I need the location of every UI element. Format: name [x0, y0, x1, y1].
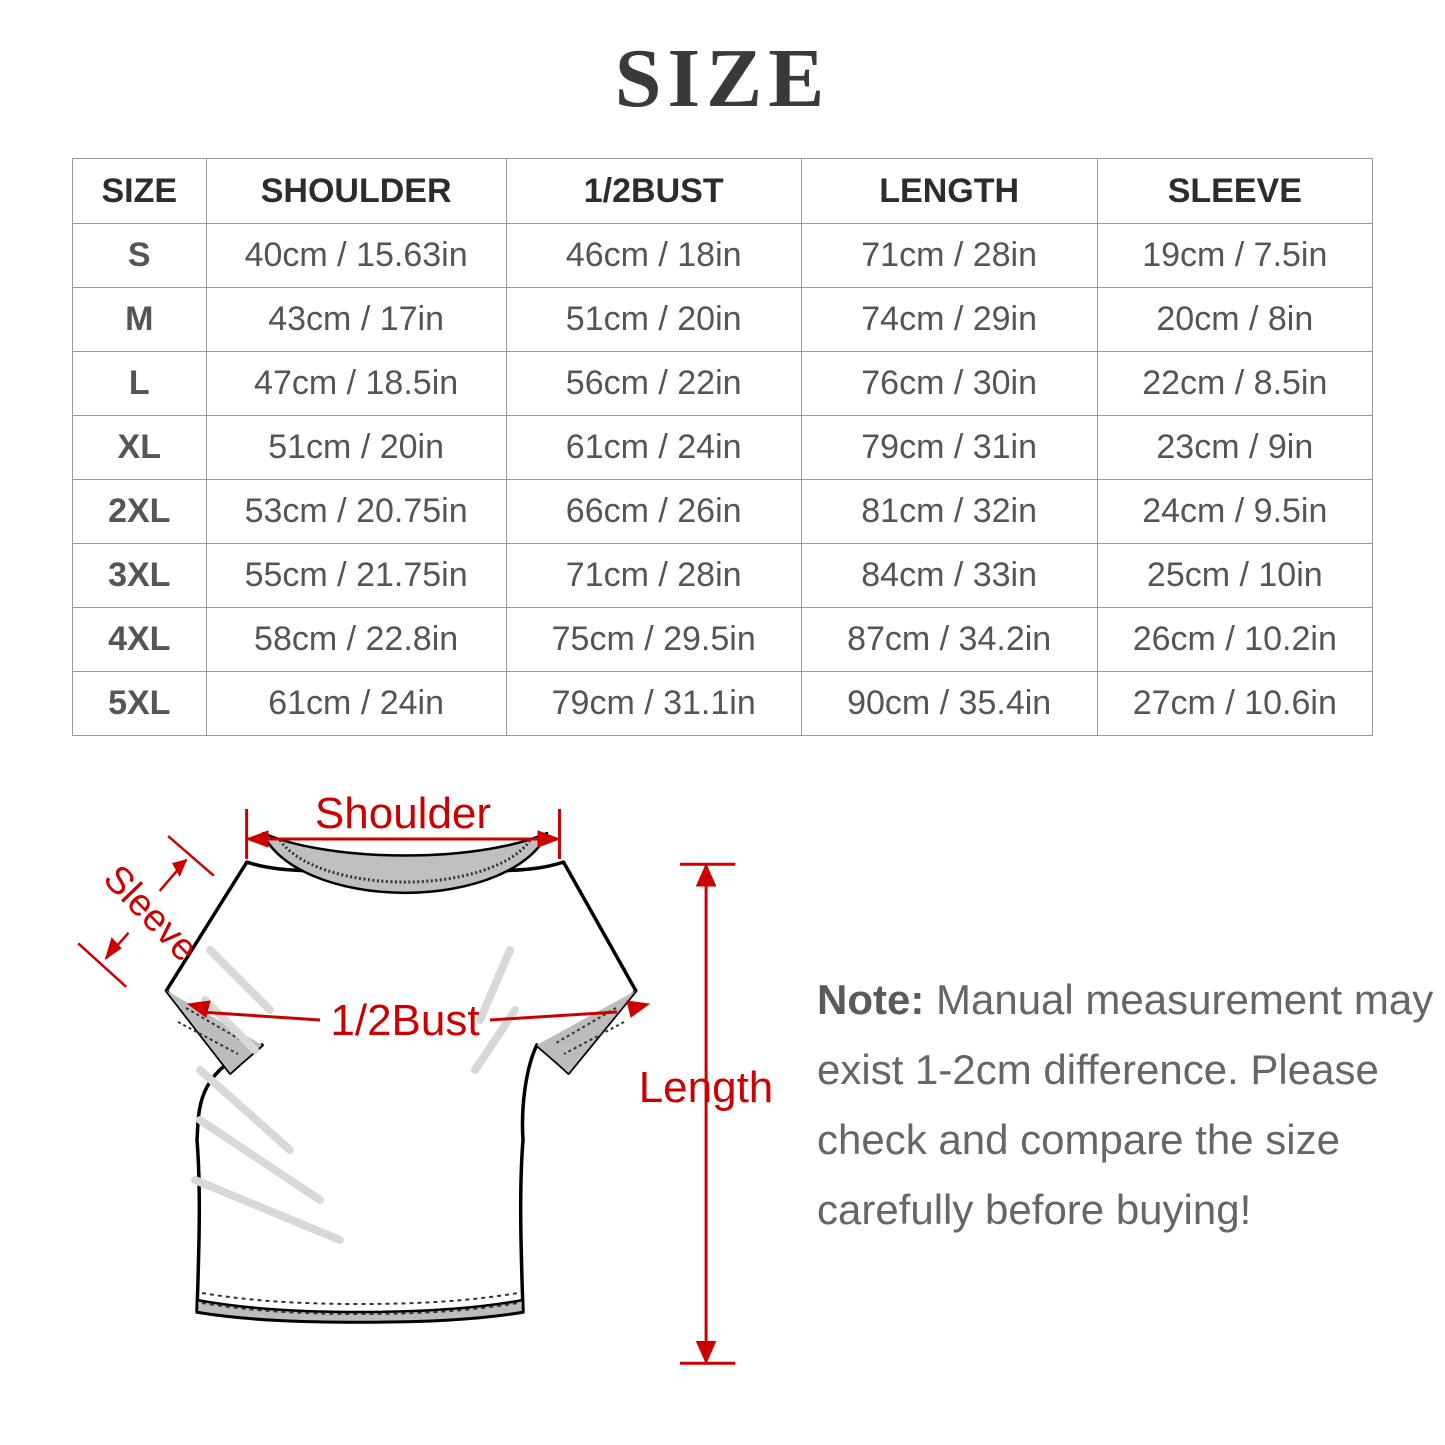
svg-text:Shoulder: Shoulder	[315, 789, 491, 838]
svg-text:Length: Length	[639, 1063, 774, 1112]
svg-text:1/2Bust: 1/2Bust	[330, 996, 479, 1045]
